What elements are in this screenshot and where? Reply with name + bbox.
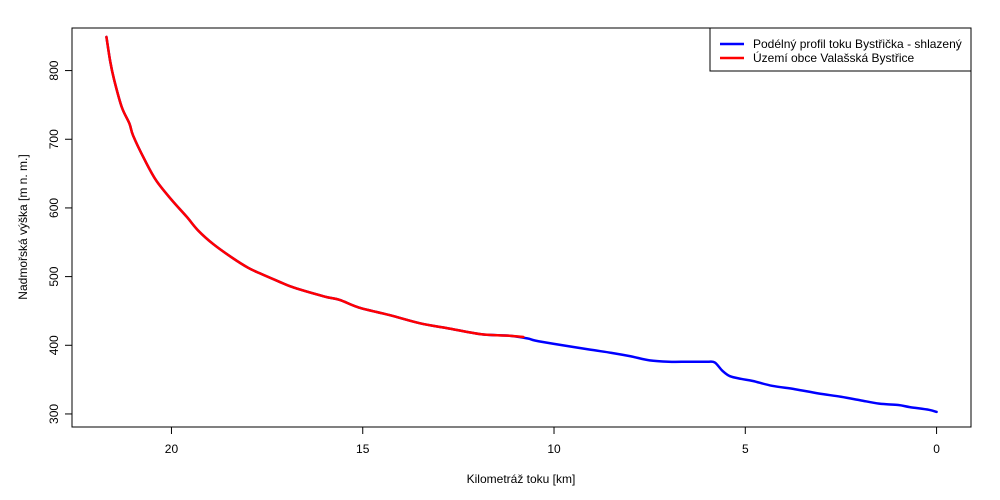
legend-label-profile: Podélný profil toku Bystřička - shlazený — [753, 37, 962, 51]
x-tick-label: 10 — [547, 442, 561, 456]
x-tick-label: 15 — [356, 442, 370, 456]
legend-box — [709, 27, 972, 72]
y-tick-label: 300 — [47, 404, 61, 424]
x-tick-label: 5 — [742, 442, 749, 456]
series-line-municipality — [105, 35, 525, 339]
y-tick-label: 700 — [47, 129, 61, 149]
y-tick-label: 500 — [47, 266, 61, 286]
legend-label-municipality: Území obce Valašská Bystřice — [753, 50, 914, 65]
x-tick-label: 0 — [933, 442, 940, 456]
y-tick-label: 600 — [47, 198, 61, 218]
series-layer — [105, 35, 938, 414]
y-tick-label: 800 — [47, 60, 61, 80]
y-axis-title: Nadmořská výška [m n. m.] — [16, 154, 30, 299]
y-tick-label: 400 — [47, 335, 61, 355]
y-axis: 300 400 500 600 700 800 — [47, 60, 72, 424]
x-axis: 20 15 10 5 0 — [165, 427, 940, 456]
plot-frame — [71, 27, 972, 428]
legend: Podélný profil toku Bystřička - shlazený… — [709, 27, 972, 72]
x-tick-label: 20 — [165, 442, 179, 456]
x-axis-title: Kilometráž toku [km] — [467, 472, 576, 486]
series-line-profile — [105, 35, 938, 414]
